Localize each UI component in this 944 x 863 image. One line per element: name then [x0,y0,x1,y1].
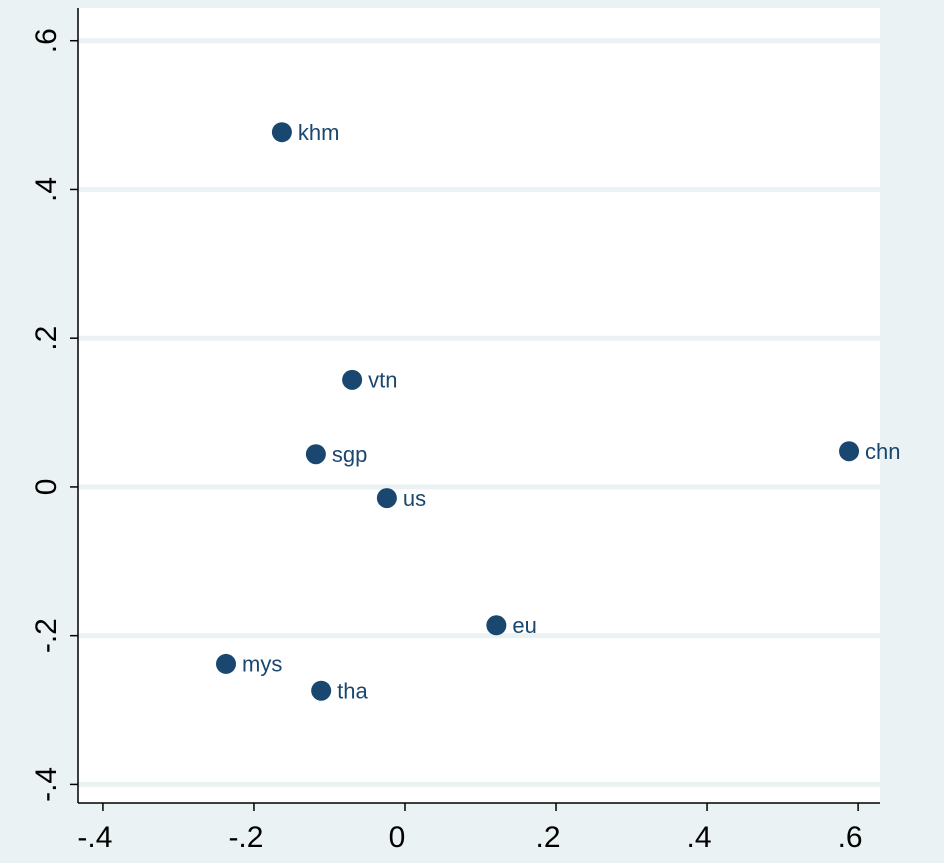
point [376,488,397,509]
y-tick-label: -.4 [30,767,63,802]
point [342,369,363,390]
point [311,680,332,701]
y-tick-label: .6 [30,28,63,53]
x-tick-label: .2 [536,821,561,854]
y-tick-label: .4 [30,177,63,202]
point-label: us [403,486,426,511]
point-label: chn [865,439,900,464]
y-tick-label: .2 [30,326,63,351]
x-tick-label: .4 [687,821,712,854]
x-tick-label: -.2 [228,821,263,854]
point-label: vtn [368,368,397,393]
x-tick-label: -.4 [77,821,112,854]
y-tick-label: 0 [30,479,63,496]
point [839,441,860,462]
point-label: khm [298,120,340,145]
point-label: mys [242,652,282,677]
y-tick-label: -.2 [30,618,63,653]
point-label: eu [512,613,536,638]
point [216,653,237,674]
point-label: sgp [332,442,367,467]
x-tick-label: .6 [838,821,863,854]
point [305,444,326,465]
point [271,122,292,143]
x-tick-label: 0 [389,821,406,854]
point [486,615,507,636]
point-label: tha [337,679,368,704]
plot-area [78,8,880,803]
